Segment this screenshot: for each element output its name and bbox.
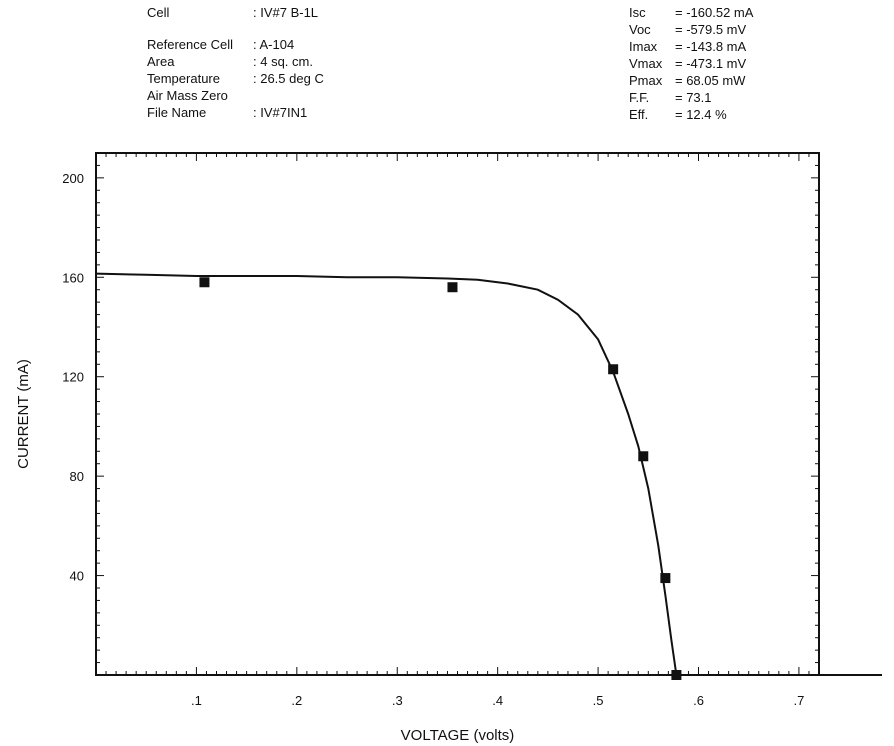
info-value: : A-104 bbox=[253, 37, 295, 52]
file-name-row: File Name : IV#7IN1 bbox=[147, 104, 447, 121]
result-value: = -143.8 mA bbox=[675, 39, 747, 54]
info-key: Temperature bbox=[147, 71, 220, 86]
reference-cell-row: Reference Cell : A-104 bbox=[147, 36, 447, 53]
info-value: : 26.5 deg C bbox=[253, 71, 324, 86]
plot-frame bbox=[95, 152, 882, 676]
isc-row: Isc = -160.52 mA bbox=[629, 4, 889, 21]
result-key: Voc bbox=[629, 22, 651, 37]
vmax-row: Vmax = -473.1 mV bbox=[629, 55, 889, 72]
iv-curve-line bbox=[95, 272, 678, 676]
info-key: Cell bbox=[147, 5, 170, 20]
result-key: Vmax bbox=[629, 56, 663, 71]
temperature-row: Temperature : 26.5 deg C bbox=[147, 70, 447, 87]
x-axis-ticks: .1 .2 .3 .4 .5 .6 .7 bbox=[191, 693, 804, 708]
plot-series bbox=[95, 272, 682, 680]
y-tick-label: 120 bbox=[62, 370, 84, 385]
cell-row: Cell : IV#7 B-1L bbox=[147, 4, 447, 21]
result-value: = -473.1 mV bbox=[675, 56, 747, 71]
cell-info-panel: Cell : IV#7 B-1L Reference Cell : A-104 … bbox=[147, 4, 447, 121]
x-tick-label: .3 bbox=[392, 693, 403, 708]
result-value: = -160.52 mA bbox=[675, 5, 754, 20]
x-axis-title: VOLTAGE (volts) bbox=[401, 727, 515, 744]
efficiency-row: Eff. = 12.4 % bbox=[629, 106, 889, 123]
air-mass-row: Air Mass Zero bbox=[147, 87, 447, 104]
info-key: Reference Cell bbox=[147, 37, 233, 52]
result-key: F.F. bbox=[629, 90, 650, 105]
measurement-results-panel: Isc = -160.52 mA Voc = -579.5 mV Imax = … bbox=[629, 4, 889, 123]
plot-border bbox=[95, 152, 820, 676]
y-axis-ticks: 40 80 120 160 200 bbox=[62, 171, 84, 584]
area-row: Area : 4 sq. cm. bbox=[147, 53, 447, 70]
data-point-marker bbox=[671, 670, 682, 680]
data-point-marker bbox=[638, 451, 649, 462]
y-tick-label: 80 bbox=[70, 469, 84, 484]
x-tick-label: .4 bbox=[492, 693, 503, 708]
x-tick-label: .1 bbox=[191, 693, 202, 708]
y-tick-label: 40 bbox=[70, 569, 84, 584]
data-point-marker bbox=[608, 364, 619, 375]
pmax-row: Pmax = 68.05 mW bbox=[629, 72, 889, 89]
imax-row: Imax = -143.8 mA bbox=[629, 38, 889, 55]
x-tick-label: .2 bbox=[291, 693, 302, 708]
result-value: = 12.4 % bbox=[675, 107, 727, 122]
minor-ticks bbox=[96, 153, 819, 675]
result-key: Pmax bbox=[629, 73, 663, 88]
data-point-marker bbox=[199, 277, 210, 288]
y-tick-label: 200 bbox=[62, 171, 84, 186]
info-key: File Name bbox=[147, 105, 207, 120]
y-tick-label: 160 bbox=[62, 270, 84, 285]
info-value: : IV#7IN1 bbox=[253, 105, 308, 120]
result-key: Imax bbox=[629, 39, 658, 54]
result-value: = 68.05 mW bbox=[675, 73, 746, 88]
x-tick-label: .7 bbox=[793, 693, 804, 708]
x-tick-label: .6 bbox=[693, 693, 704, 708]
x-tick-label: .5 bbox=[593, 693, 604, 708]
info-key: Area bbox=[147, 54, 175, 69]
result-value: = -579.5 mV bbox=[675, 22, 747, 37]
data-point-marker bbox=[447, 282, 458, 293]
info-value: : 4 sq. cm. bbox=[253, 54, 313, 69]
info-key: Air Mass Zero bbox=[147, 88, 228, 103]
result-value: = 73.1 bbox=[675, 90, 712, 105]
voc-row: Voc = -579.5 mV bbox=[629, 21, 889, 38]
data-point-marker bbox=[660, 573, 671, 584]
result-key: Isc bbox=[629, 5, 646, 20]
fill-factor-row: F.F. = 73.1 bbox=[629, 89, 889, 106]
info-value: : IV#7 B-1L bbox=[253, 5, 319, 20]
y-axis-title: CURRENT (mA) bbox=[15, 359, 32, 469]
result-key: Eff. bbox=[629, 107, 649, 122]
